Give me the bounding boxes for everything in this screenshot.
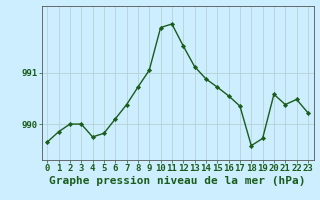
X-axis label: Graphe pression niveau de la mer (hPa): Graphe pression niveau de la mer (hPa) <box>49 176 306 186</box>
